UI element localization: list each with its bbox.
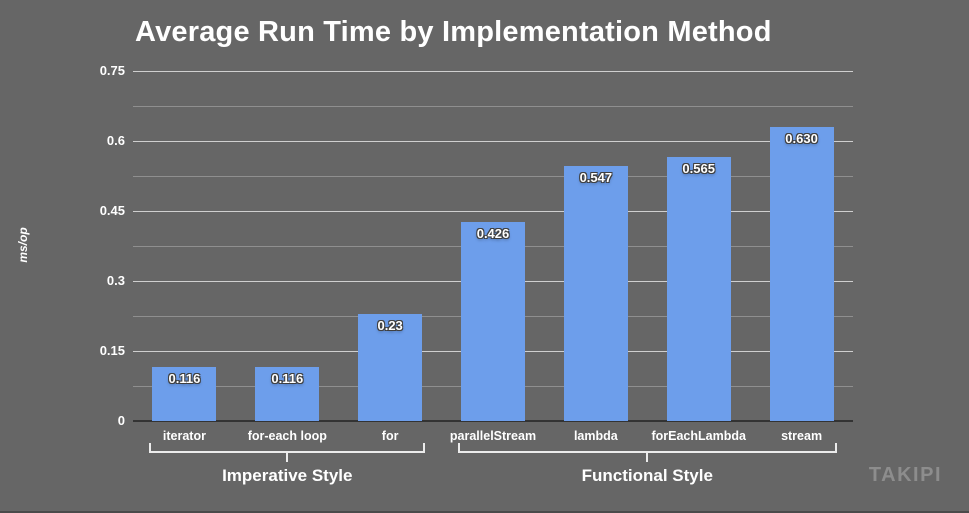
- group-bracket: [149, 451, 426, 453]
- bracket-end-tick: [149, 443, 152, 451]
- bar: [563, 165, 628, 421]
- major-gridline: [133, 140, 853, 142]
- bar-value-label: 0.565: [682, 161, 715, 177]
- y-axis-tick-label: 0.3: [106, 273, 125, 288]
- bracket-center-tick: [286, 453, 289, 462]
- bar: [769, 127, 834, 421]
- bar: [666, 157, 731, 421]
- y-axis-tick-label: 0.45: [99, 203, 125, 218]
- bracket-end-tick: [458, 443, 460, 451]
- bar: [461, 222, 525, 421]
- bracket-end-tick: [834, 443, 837, 451]
- major-gridline: [133, 210, 853, 212]
- minor-gridline: [133, 175, 853, 177]
- category-label: stream: [781, 429, 823, 443]
- bar-value-label: 0.116: [271, 370, 304, 386]
- major-gridline: [133, 70, 853, 72]
- bar: [152, 366, 217, 421]
- group-label: Functional Style: [581, 466, 713, 485]
- bar-value-label: 0.426: [476, 226, 510, 242]
- bracket-center-tick: [646, 453, 649, 462]
- group-bracket: [458, 451, 837, 453]
- bar-value-label: 0.547: [579, 169, 613, 185]
- category-label: for-each loop: [247, 429, 327, 443]
- group-label: Imperative Style: [222, 466, 353, 485]
- chart-title: Average Run Time by Implementation Metho…: [135, 16, 772, 48]
- category-label: parallelStream: [449, 429, 537, 443]
- takipi-watermark: TAKIPI: [868, 464, 942, 486]
- bracket-end-tick: [423, 443, 426, 451]
- bar-value-label: 0.630: [785, 131, 818, 146]
- bar-value-label: 0.116: [168, 370, 201, 386]
- minor-gridline: [133, 105, 853, 107]
- bar: [255, 366, 320, 421]
- category-label: forEachLambda: [651, 429, 746, 443]
- y-axis-tick-label: 0.15: [99, 343, 125, 358]
- y-axis-tick-label: 0.75: [99, 63, 125, 78]
- y-axis-tick-label: 0: [117, 413, 125, 428]
- x-axis-baseline: [133, 420, 853, 422]
- bar: [358, 313, 423, 421]
- category-label: for: [381, 429, 399, 443]
- category-label: lambda: [573, 429, 618, 443]
- bar-value-label: 0.23: [377, 317, 403, 333]
- y-axis-tick-label: 0.6: [106, 133, 125, 148]
- category-label: iterator: [162, 429, 206, 443]
